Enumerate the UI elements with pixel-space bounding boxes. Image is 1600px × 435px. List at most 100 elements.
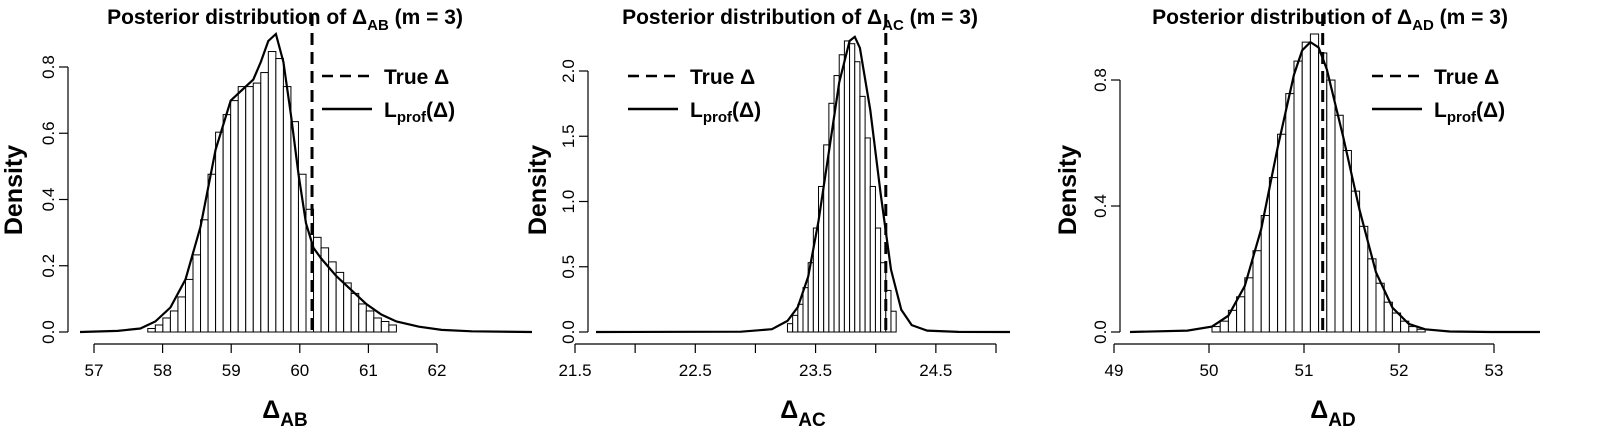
histogram-bar bbox=[147, 327, 156, 333]
legend-label-text: L bbox=[690, 99, 703, 122]
histogram-bar bbox=[162, 317, 171, 333]
x-axis-title: ΔAB bbox=[262, 396, 307, 431]
histogram-bar bbox=[792, 314, 799, 333]
histogram-bar bbox=[252, 82, 262, 333]
chart-title-suffix: (m = 3) bbox=[389, 6, 463, 29]
legend-item-profile-likelihood: Lprof(Δ) bbox=[628, 99, 761, 126]
legend-label-subscript: prof bbox=[397, 109, 427, 126]
legend-label: True Δ bbox=[384, 66, 449, 89]
histogram-bar bbox=[177, 296, 186, 333]
x-axis-title-subscript: AB bbox=[280, 410, 307, 431]
legend-label-subscript: prof bbox=[703, 109, 733, 126]
histogram-bar bbox=[245, 86, 254, 333]
y-tick-label: 0.8 bbox=[1091, 68, 1110, 92]
y-tick-label: 0.0 bbox=[39, 320, 58, 344]
chart-title-text: Posterior distribution of Δ bbox=[1152, 6, 1412, 29]
histogram-bar bbox=[1260, 215, 1270, 333]
x-tick-label: 50 bbox=[1200, 361, 1219, 380]
chart-title-text: Posterior distribution of Δ bbox=[622, 6, 882, 29]
x-tick-label: 59 bbox=[222, 361, 241, 380]
histogram-bar bbox=[260, 72, 269, 333]
histogram-bar bbox=[1408, 326, 1418, 333]
histogram-bar bbox=[869, 185, 876, 333]
x-tick-label: 51 bbox=[1295, 361, 1314, 380]
histogram-bar bbox=[859, 95, 866, 333]
y-tick-label: 0.2 bbox=[39, 254, 58, 278]
histogram-bar bbox=[1359, 225, 1369, 333]
histogram-bar bbox=[192, 254, 202, 333]
histogram-bar bbox=[267, 51, 277, 333]
legend-label: Lprof(Δ) bbox=[1434, 99, 1505, 126]
x-tick-label: 57 bbox=[85, 361, 104, 380]
chart-title-suffix: (m = 3) bbox=[1434, 6, 1508, 29]
y-tick-label: 0.4 bbox=[1091, 194, 1110, 218]
chart-title-suffix: (m = 3) bbox=[904, 6, 978, 29]
histogram-bar bbox=[215, 131, 224, 333]
histogram-bar bbox=[222, 114, 232, 333]
chart-title-subscript: AB bbox=[367, 17, 389, 34]
legend-label-suffix: (Δ) bbox=[732, 99, 761, 122]
x-axis-title: ΔAD bbox=[1310, 396, 1355, 431]
x-axis-title-text: Δ bbox=[780, 396, 798, 424]
histogram-bar bbox=[1211, 326, 1221, 333]
x-tick-label: 53 bbox=[1485, 361, 1504, 380]
histogram-bar bbox=[890, 310, 897, 333]
histogram-bar bbox=[802, 287, 809, 333]
legend-label-suffix: (Δ) bbox=[426, 99, 455, 122]
x-axis-title: ΔAC bbox=[780, 396, 826, 431]
x-tick-label: 58 bbox=[153, 361, 172, 380]
profile-likelihood-curve bbox=[595, 35, 1011, 334]
histogram-bar bbox=[200, 219, 209, 333]
histogram-bar bbox=[230, 100, 239, 333]
x-tick-label: 62 bbox=[428, 361, 447, 380]
legend-label-text: L bbox=[384, 99, 397, 122]
histogram-bar bbox=[1334, 114, 1344, 333]
y-tick-label: 2.0 bbox=[559, 59, 578, 83]
histogram-bar bbox=[388, 324, 397, 333]
x-tick-label: 21.5 bbox=[558, 361, 591, 380]
legend-item-profile-likelihood: Lprof(Δ) bbox=[1372, 99, 1505, 126]
x-axis-title-text: Δ bbox=[1310, 396, 1328, 424]
legend-item-profile-likelihood: Lprof(Δ) bbox=[322, 99, 455, 126]
chart-title-subscript: AC bbox=[882, 17, 904, 34]
x-axis-title-text: Δ bbox=[262, 396, 280, 424]
histogram-bar bbox=[854, 61, 861, 333]
legend-label-suffix: (Δ) bbox=[1476, 99, 1505, 122]
y-tick-label: 0.0 bbox=[1091, 320, 1110, 344]
histogram-bar bbox=[1309, 33, 1320, 333]
legend-label: Lprof(Δ) bbox=[384, 99, 455, 126]
chart-title-subscript: AD bbox=[1412, 17, 1434, 34]
histogram-bar bbox=[874, 227, 882, 333]
histogram-bar bbox=[1416, 328, 1426, 333]
histogram-bar bbox=[1375, 282, 1385, 333]
profile-likelihood-curve bbox=[1129, 40, 1540, 334]
histogram-bar bbox=[1350, 190, 1361, 333]
y-tick-label: 0.8 bbox=[39, 55, 58, 79]
x-axis-title-subscript: AD bbox=[1328, 410, 1355, 431]
histogram-bar bbox=[1236, 296, 1246, 333]
histogram-bar bbox=[282, 86, 292, 333]
histogram-bar bbox=[1342, 149, 1352, 333]
y-tick-label: 0.6 bbox=[39, 121, 58, 145]
histogram-bar bbox=[290, 121, 299, 333]
histogram-bar bbox=[169, 310, 179, 333]
legend-label: Lprof(Δ) bbox=[690, 99, 761, 126]
chart-panel-2: Posterior distribution of ΔAC (m = 3)21.… bbox=[524, 6, 1011, 431]
legend-label: True Δ bbox=[690, 66, 755, 89]
chart-panel-3: Posterior distribution of ΔAD (m = 3)49 5… bbox=[1054, 6, 1540, 431]
y-tick-label: 1.5 bbox=[559, 124, 578, 148]
chart-title: Posterior distribution of ΔAB (m = 3) bbox=[107, 6, 463, 34]
histogram-bar bbox=[843, 40, 851, 333]
y-axis-title: Density bbox=[0, 145, 28, 235]
histogram-bar bbox=[237, 86, 247, 333]
legend-label-text: True Δ bbox=[690, 66, 755, 89]
legend-item-true-delta: True Δ bbox=[628, 66, 755, 89]
x-axis-title-subscript: AC bbox=[798, 410, 826, 431]
chart-title-text: Posterior distribution of Δ bbox=[107, 6, 367, 29]
legend-label-text: L bbox=[1434, 99, 1447, 122]
y-axis-title: Density bbox=[1054, 145, 1082, 235]
histogram-bar bbox=[154, 324, 164, 333]
profile-likelihood-curve bbox=[79, 31, 533, 334]
histogram-bar bbox=[350, 292, 360, 333]
